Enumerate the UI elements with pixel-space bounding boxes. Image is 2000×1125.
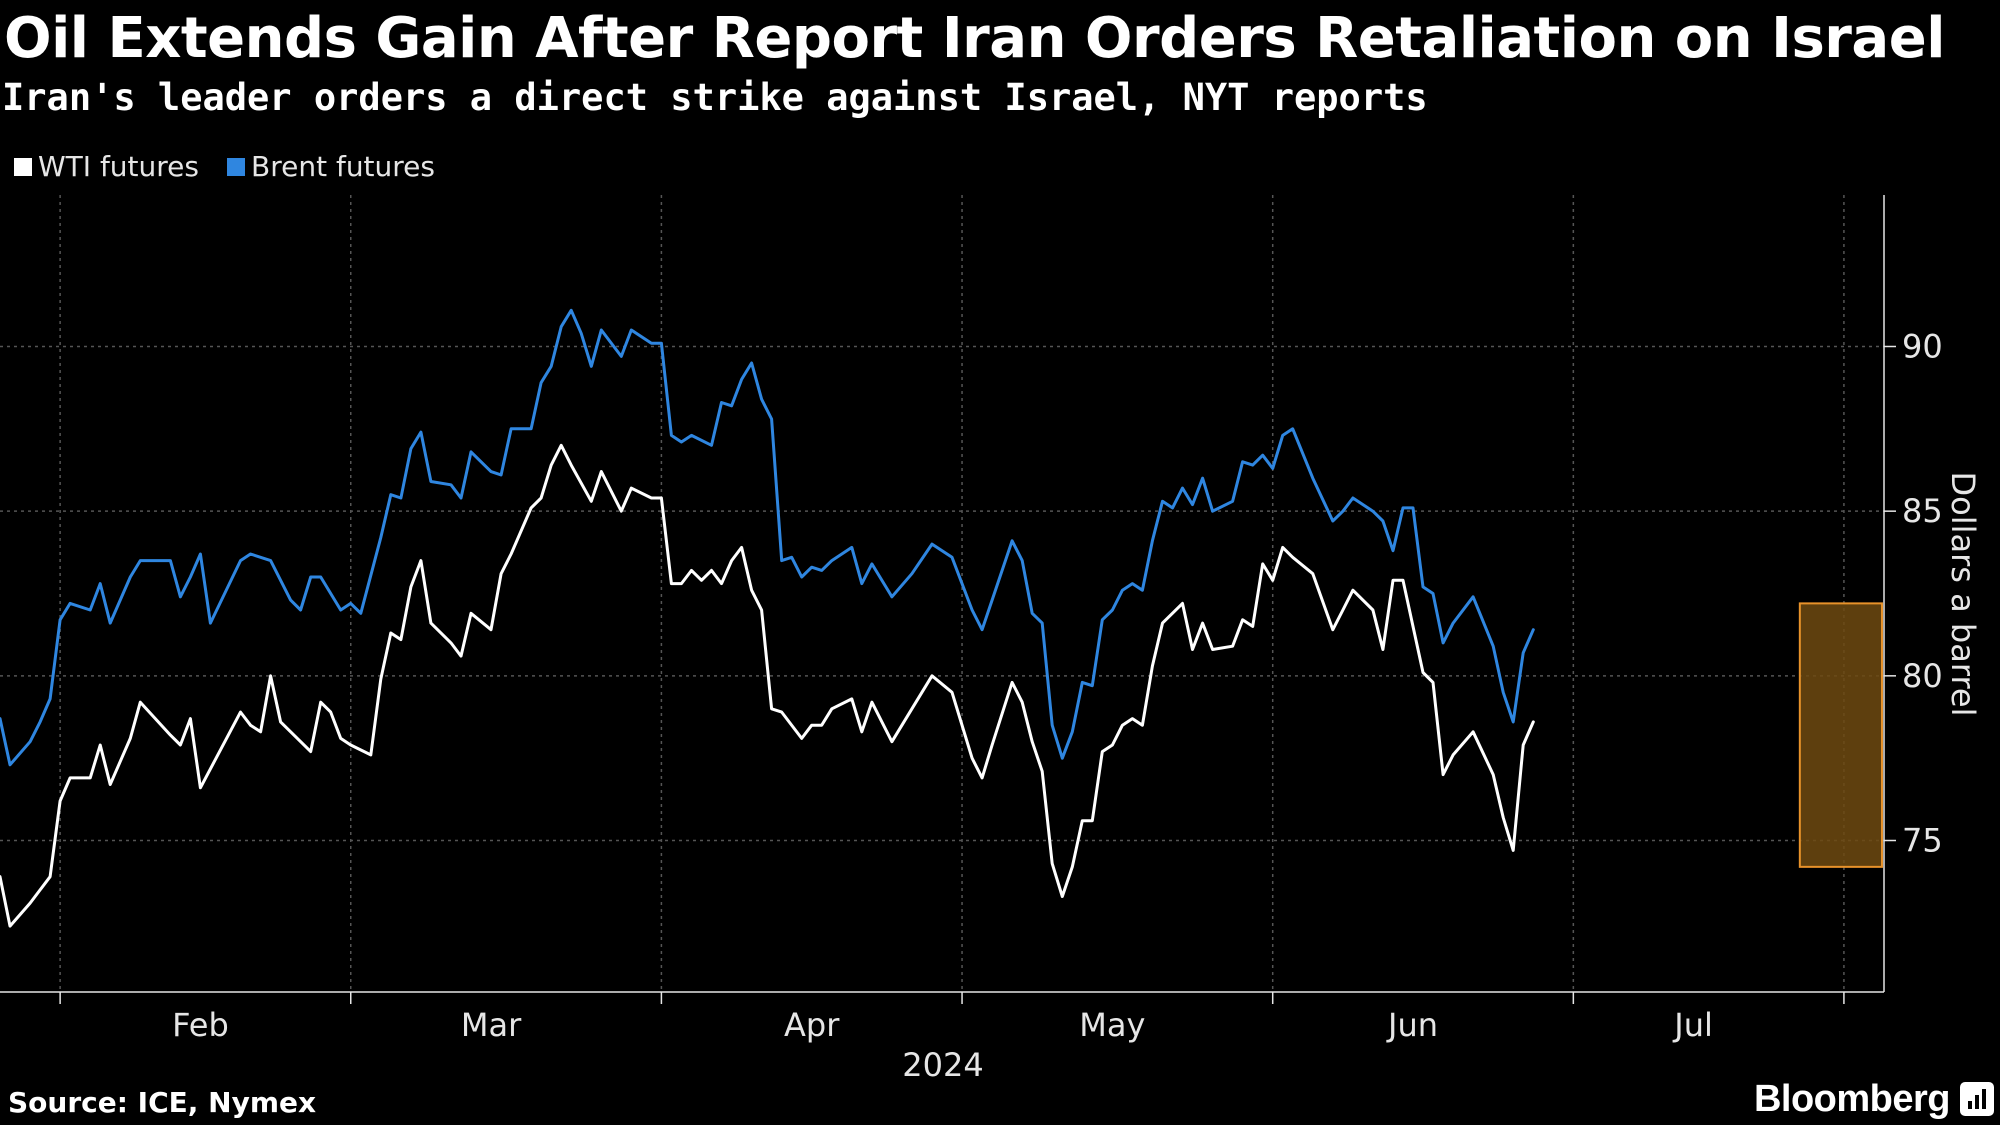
legend-swatch-brent bbox=[227, 157, 245, 176]
x-tick-label-mar: Mar bbox=[461, 1006, 522, 1044]
source-note: Source: ICE, Nymex bbox=[8, 1086, 317, 1119]
highlight-box bbox=[1798, 602, 1883, 868]
legend-item-brent: Brent futures bbox=[227, 150, 435, 183]
chart-title: Oil Extends Gain After Report Iran Order… bbox=[4, 6, 1945, 71]
x-tick-label-jun: Jun bbox=[1386, 1006, 1438, 1044]
x-tick-label-apr: Apr bbox=[784, 1006, 840, 1044]
bloomberg-logo: Bloomberg bbox=[1753, 1078, 1951, 1120]
x-tick-label-feb: Feb bbox=[172, 1006, 229, 1044]
x-axis-year-label: 2024 bbox=[902, 1046, 983, 1084]
legend-swatch-wti bbox=[14, 157, 32, 176]
series-layer bbox=[0, 308, 1535, 928]
y-tick-label-90: 90 bbox=[1902, 327, 1943, 365]
chart-subtitle: Iran's leader orders a direct strike aga… bbox=[2, 76, 1428, 119]
grid-layer bbox=[0, 195, 1884, 992]
chart-legend: WTI futures Brent futures bbox=[14, 150, 463, 183]
legend-label-brent: Brent futures bbox=[251, 150, 435, 183]
legend-item-wti: WTI futures bbox=[14, 150, 199, 183]
x-tick-label-may: May bbox=[1079, 1006, 1145, 1044]
highlight-layer bbox=[1798, 602, 1883, 868]
bloomberg-chart-icon bbox=[1960, 1082, 1994, 1116]
x-tick-label-jul: Jul bbox=[1672, 1006, 1713, 1044]
y-tick-label-80: 80 bbox=[1902, 657, 1943, 695]
series-line-brent bbox=[0, 308, 1535, 767]
axis-layer: 75 80 85 90 Feb Mar Apr May Jun Jul bbox=[0, 195, 1943, 1044]
legend-label-wti: WTI futures bbox=[38, 150, 199, 183]
y-tick-label-75: 75 bbox=[1902, 822, 1943, 860]
y-axis-label: Dollars a barrel bbox=[1944, 472, 1982, 717]
series-line-wti bbox=[0, 443, 1535, 928]
y-tick-label-85: 85 bbox=[1902, 492, 1943, 530]
